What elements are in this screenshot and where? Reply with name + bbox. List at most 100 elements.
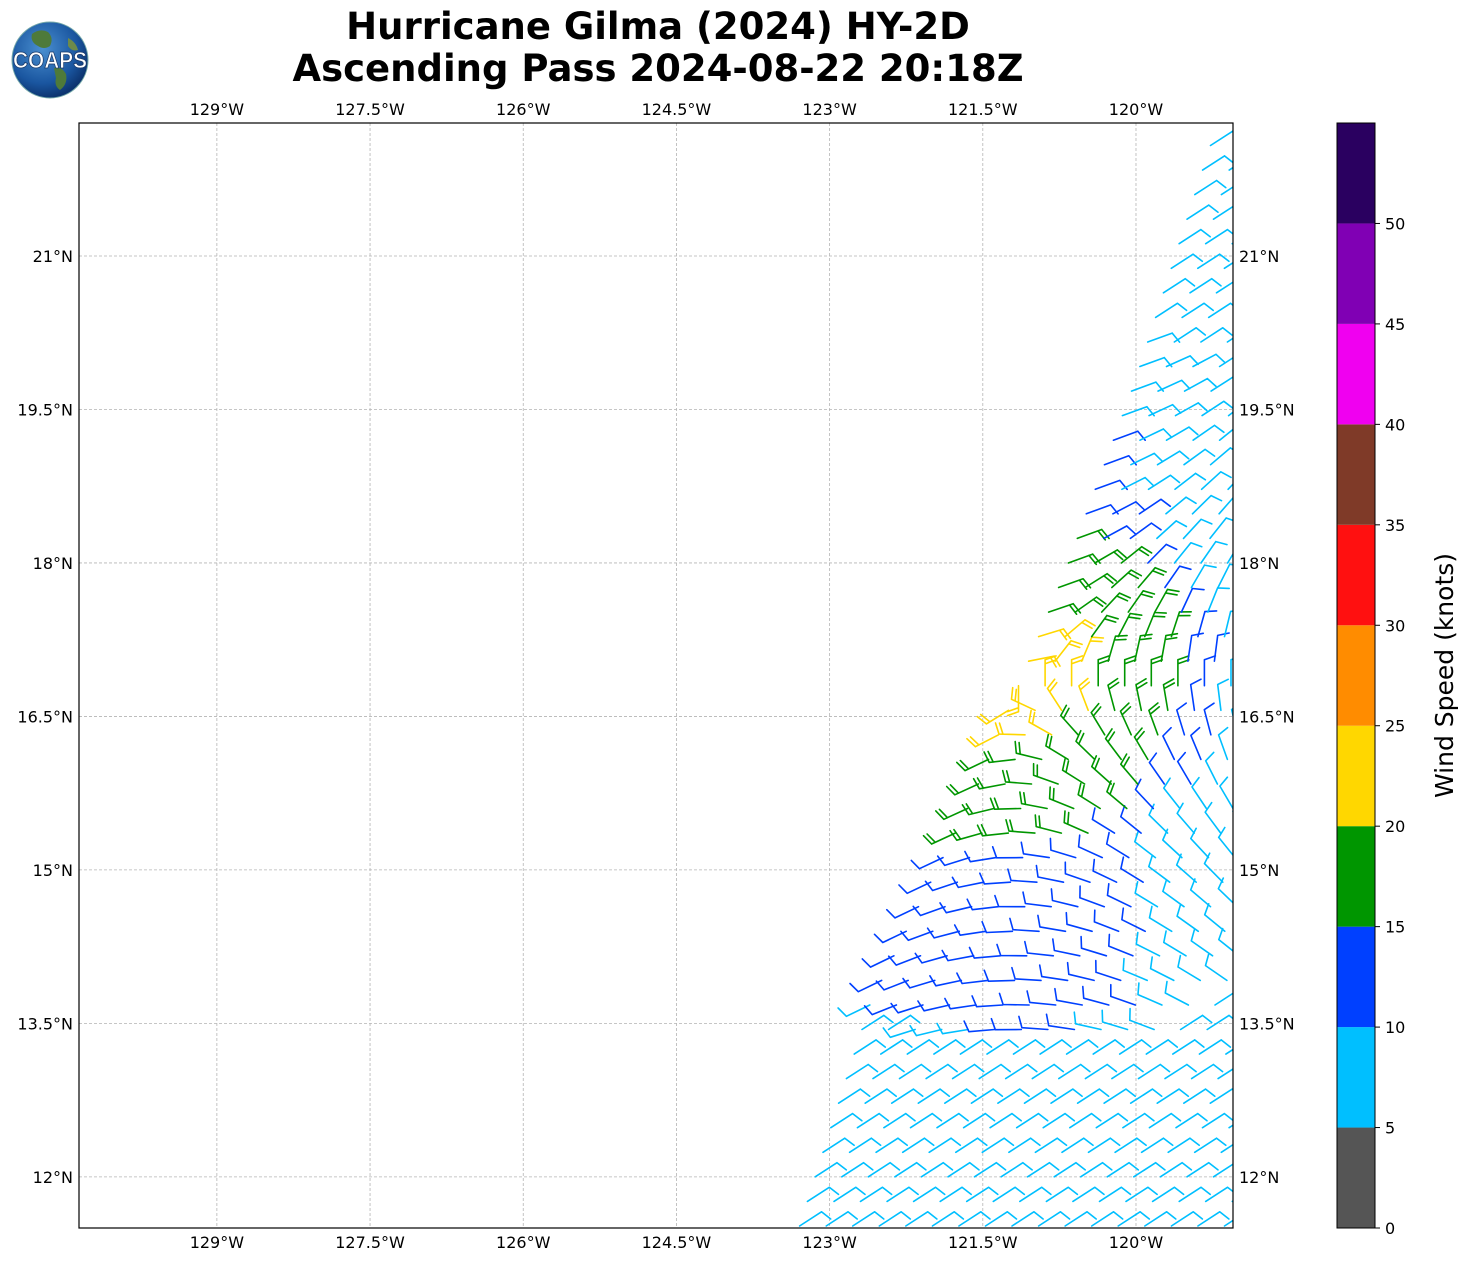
wind-barb: [1197, 253, 1230, 270]
wind-barb: [890, 1088, 924, 1104]
chart-title-line2: Ascending Pass 2024-08-22 20:18Z: [292, 47, 1024, 90]
wind-barb: [1147, 474, 1181, 491]
wind-barb: [917, 1000, 951, 1012]
wind-barb: [1019, 791, 1048, 810]
wind-barb: [1246, 423, 1276, 441]
wind-barb: [920, 1161, 954, 1178]
wind-barb: [1134, 881, 1159, 908]
wind-barb: [1174, 472, 1207, 491]
wind-barb: [1204, 751, 1219, 785]
wind-barb: [1135, 678, 1148, 712]
wind-barb: [1082, 985, 1110, 1006]
wind-barb: [1090, 702, 1106, 736]
wind-barb: [970, 1088, 1004, 1104]
wind-barb: [1004, 1063, 1038, 1080]
wind-barb: [1087, 1137, 1121, 1154]
colorbar-tick-label: 25: [1385, 717, 1405, 736]
wind-barb: [1010, 686, 1036, 712]
wind-barb: [951, 876, 985, 889]
wind-barb: [992, 1186, 1026, 1203]
wind-barb: [1183, 448, 1216, 466]
wind-barb: [1095, 1112, 1129, 1129]
wind-barb: [1162, 277, 1196, 294]
wind-barb: [1214, 992, 1233, 1006]
wind-barb: [1201, 155, 1233, 171]
wind-barb: [1203, 655, 1217, 687]
wind-barb: [1183, 1088, 1216, 1104]
wind-barb: [1154, 302, 1188, 319]
wind-barb: [1024, 940, 1055, 957]
wind-barb: [902, 977, 936, 989]
wind-barb: [1191, 494, 1223, 515]
x-tick-label: 124.5°W: [642, 1233, 712, 1252]
wind-barb: [959, 1039, 993, 1055]
wind-barb: [1117, 612, 1143, 638]
wind-barb: [1200, 471, 1232, 491]
colorbar-frame: [1336, 122, 1376, 1229]
wind-barb: [1014, 740, 1043, 761]
wind-barb: [1084, 1063, 1118, 1080]
wind-barb: [1045, 1186, 1079, 1203]
colorbar-segment: [1337, 1127, 1375, 1228]
wind-barb: [887, 955, 922, 966]
wind-barb: [1191, 776, 1208, 810]
wind-barb: [853, 1039, 887, 1055]
wind-barb: [1112, 501, 1146, 515]
wind-barb: [878, 1211, 912, 1227]
wind-barb: [1160, 632, 1179, 662]
wind-barb: [1125, 1186, 1158, 1203]
wind-barb: [1084, 572, 1118, 589]
wind-barb: [1037, 1211, 1071, 1227]
x-tick-label: 123°W: [802, 1233, 857, 1252]
y-tick-label: 13.5°N: [17, 1014, 73, 1033]
wind-barb: [1245, 1065, 1276, 1079]
wind-barb: [900, 930, 934, 942]
wind-barb: [1246, 352, 1277, 366]
wind-barb: [1111, 569, 1143, 589]
wind-barb: [1064, 861, 1091, 883]
wind-barb: [1227, 411, 1233, 417]
wind-barb: [883, 1112, 916, 1129]
colorbar-tick-label: 5: [1385, 1119, 1395, 1138]
colorbar-segment: [1337, 625, 1375, 726]
wind-barb: [822, 1137, 855, 1154]
wind-barb: [1129, 1007, 1155, 1031]
wind-barb: [1231, 242, 1233, 245]
wind-barb: [894, 1161, 927, 1178]
globe-logo-icon: COAPS: [11, 21, 89, 99]
wind-barb: [887, 1014, 921, 1031]
wind-barb: [880, 1039, 913, 1055]
wind-barb: [1154, 588, 1180, 613]
wind-barb: [981, 920, 1014, 934]
wind-barb: [1193, 1137, 1227, 1154]
wind-barb: [1133, 727, 1149, 761]
wind-barb: [1235, 588, 1255, 613]
wind-barb: [1050, 1088, 1083, 1104]
x-tick-label: 120°W: [1109, 100, 1164, 119]
wind-barb: [1228, 1124, 1233, 1129]
wind-barb: [1120, 856, 1144, 883]
wind-barb: [1060, 704, 1079, 736]
wind-barb: [1061, 758, 1086, 785]
wind-barb: [1187, 632, 1204, 662]
colorbar-tick-label: 15: [1385, 918, 1405, 937]
wind-barb: [1053, 1161, 1086, 1178]
wind-barb: [1058, 1063, 1091, 1080]
x-tick-label: 123°W: [802, 100, 857, 119]
colorbar-segment: [1337, 725, 1375, 827]
wind-barb: [968, 946, 1001, 959]
wind-barb: [1243, 279, 1274, 293]
wind-barb: [1090, 614, 1119, 638]
wind-barb: [953, 924, 987, 936]
wind-barb: [1012, 1039, 1046, 1055]
wind-barb: [963, 1020, 996, 1033]
wind-barb: [1094, 479, 1128, 491]
wind-barb: [1065, 1039, 1099, 1055]
wind-barb: [939, 1186, 972, 1203]
wind-barb: [1164, 980, 1190, 1006]
wind-barb: [991, 846, 1024, 859]
wind-barb: [1137, 982, 1163, 1006]
wind-barb: [926, 927, 961, 939]
wind-barb: [1213, 632, 1230, 662]
